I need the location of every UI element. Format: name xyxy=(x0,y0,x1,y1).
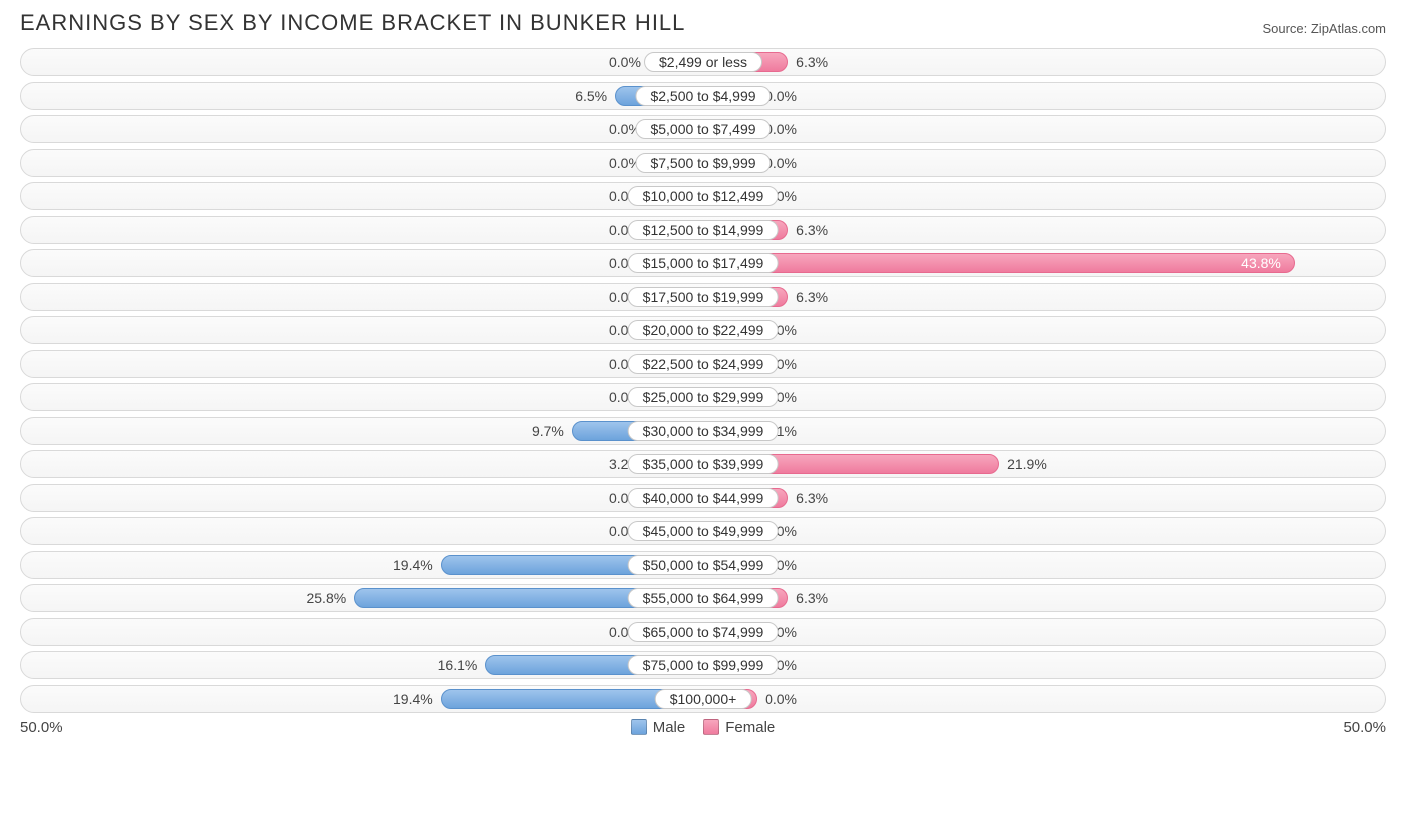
category-label: $12,500 to $14,999 xyxy=(628,220,779,240)
male-value: 0.0% xyxy=(609,54,641,70)
chart-row: 6.5%0.0%$2,500 to $4,999 xyxy=(20,82,1386,110)
category-label: $50,000 to $54,999 xyxy=(628,555,779,575)
category-label: $20,000 to $22,499 xyxy=(628,320,779,340)
category-label: $55,000 to $64,999 xyxy=(628,588,779,608)
chart-row: 0.0%6.3%$40,000 to $44,999 xyxy=(20,484,1386,512)
female-value: 6.3% xyxy=(796,590,828,606)
category-label: $25,000 to $29,999 xyxy=(628,387,779,407)
category-label: $35,000 to $39,999 xyxy=(628,454,779,474)
chart-row: 0.0%6.3%$12,500 to $14,999 xyxy=(20,216,1386,244)
chart-source: Source: ZipAtlas.com xyxy=(1262,21,1386,36)
axis-left-max: 50.0% xyxy=(20,719,63,736)
category-label: $2,499 or less xyxy=(644,52,762,72)
chart-footer: 50.0% Male Female 50.0% xyxy=(20,719,1386,736)
diverging-bar-chart: 0.0%6.3%$2,499 or less6.5%0.0%$2,500 to … xyxy=(20,48,1386,713)
chart-row: 0.0%0.0%$20,000 to $22,499 xyxy=(20,316,1386,344)
legend-female: Female xyxy=(703,719,775,736)
category-label: $100,000+ xyxy=(655,689,752,709)
chart-row: 0.0% 6.3% $2,499 or less xyxy=(20,48,1386,76)
male-value: 16.1% xyxy=(438,657,478,673)
chart-row: 16.1%0.0%$75,000 to $99,999 xyxy=(20,651,1386,679)
chart-row: 3.2%21.9%$35,000 to $39,999 xyxy=(20,450,1386,478)
chart-row: 0.0%0.0%$45,000 to $49,999 xyxy=(20,517,1386,545)
chart-row: 0.0%0.0%$10,000 to $12,499 xyxy=(20,182,1386,210)
category-label: $75,000 to $99,999 xyxy=(628,655,779,675)
category-label: $45,000 to $49,999 xyxy=(628,521,779,541)
chart-row: 0.0%0.0%$65,000 to $74,999 xyxy=(20,618,1386,646)
male-value: 19.4% xyxy=(393,691,433,707)
male-value: 25.8% xyxy=(306,590,346,606)
chart-row: 0.0%43.8%$15,000 to $17,499 xyxy=(20,249,1386,277)
female-value: 6.3% xyxy=(796,54,828,70)
chart-row: 9.7%3.1%$30,000 to $34,999 xyxy=(20,417,1386,445)
female-bar xyxy=(703,253,1295,273)
category-label: $2,500 to $4,999 xyxy=(635,86,770,106)
chart-legend: Male Female xyxy=(631,719,776,736)
female-value: 43.8% xyxy=(1241,255,1281,271)
category-label: $7,500 to $9,999 xyxy=(635,153,770,173)
legend-male-swatch xyxy=(631,719,647,735)
legend-female-swatch xyxy=(703,719,719,735)
category-label: $17,500 to $19,999 xyxy=(628,287,779,307)
category-label: $65,000 to $74,999 xyxy=(628,622,779,642)
chart-row: 19.4% 0.0% $100,000+ xyxy=(20,685,1386,713)
category-label: $5,000 to $7,499 xyxy=(635,119,770,139)
category-label: $15,000 to $17,499 xyxy=(628,253,779,273)
female-value: 6.3% xyxy=(796,490,828,506)
category-label: $30,000 to $34,999 xyxy=(628,421,779,441)
axis-right-max: 50.0% xyxy=(1343,719,1386,736)
category-label: $22,500 to $24,999 xyxy=(628,354,779,374)
chart-row: 0.0%0.0%$5,000 to $7,499 xyxy=(20,115,1386,143)
female-value: 6.3% xyxy=(796,289,828,305)
male-value: 19.4% xyxy=(393,557,433,573)
chart-row: 0.0%0.0%$25,000 to $29,999 xyxy=(20,383,1386,411)
male-value: 9.7% xyxy=(532,423,564,439)
category-label: $40,000 to $44,999 xyxy=(628,488,779,508)
female-value: 21.9% xyxy=(1007,456,1047,472)
chart-row: 0.0%0.0%$7,500 to $9,999 xyxy=(20,149,1386,177)
female-value: 0.0% xyxy=(765,691,797,707)
legend-female-label: Female xyxy=(725,719,775,736)
chart-row: 25.8% 6.3% $55,000 to $64,999 xyxy=(20,584,1386,612)
chart-title: EARNINGS BY SEX BY INCOME BRACKET IN BUN… xyxy=(20,10,685,36)
female-value: 6.3% xyxy=(796,222,828,238)
chart-header: EARNINGS BY SEX BY INCOME BRACKET IN BUN… xyxy=(20,10,1386,36)
chart-row: 0.0%0.0%$22,500 to $24,999 xyxy=(20,350,1386,378)
chart-row: 19.4%0.0%$50,000 to $54,999 xyxy=(20,551,1386,579)
chart-row: 0.0%6.3%$17,500 to $19,999 xyxy=(20,283,1386,311)
male-value: 6.5% xyxy=(575,88,607,104)
legend-male: Male xyxy=(631,719,686,736)
category-label: $10,000 to $12,499 xyxy=(628,186,779,206)
legend-male-label: Male xyxy=(653,719,686,736)
